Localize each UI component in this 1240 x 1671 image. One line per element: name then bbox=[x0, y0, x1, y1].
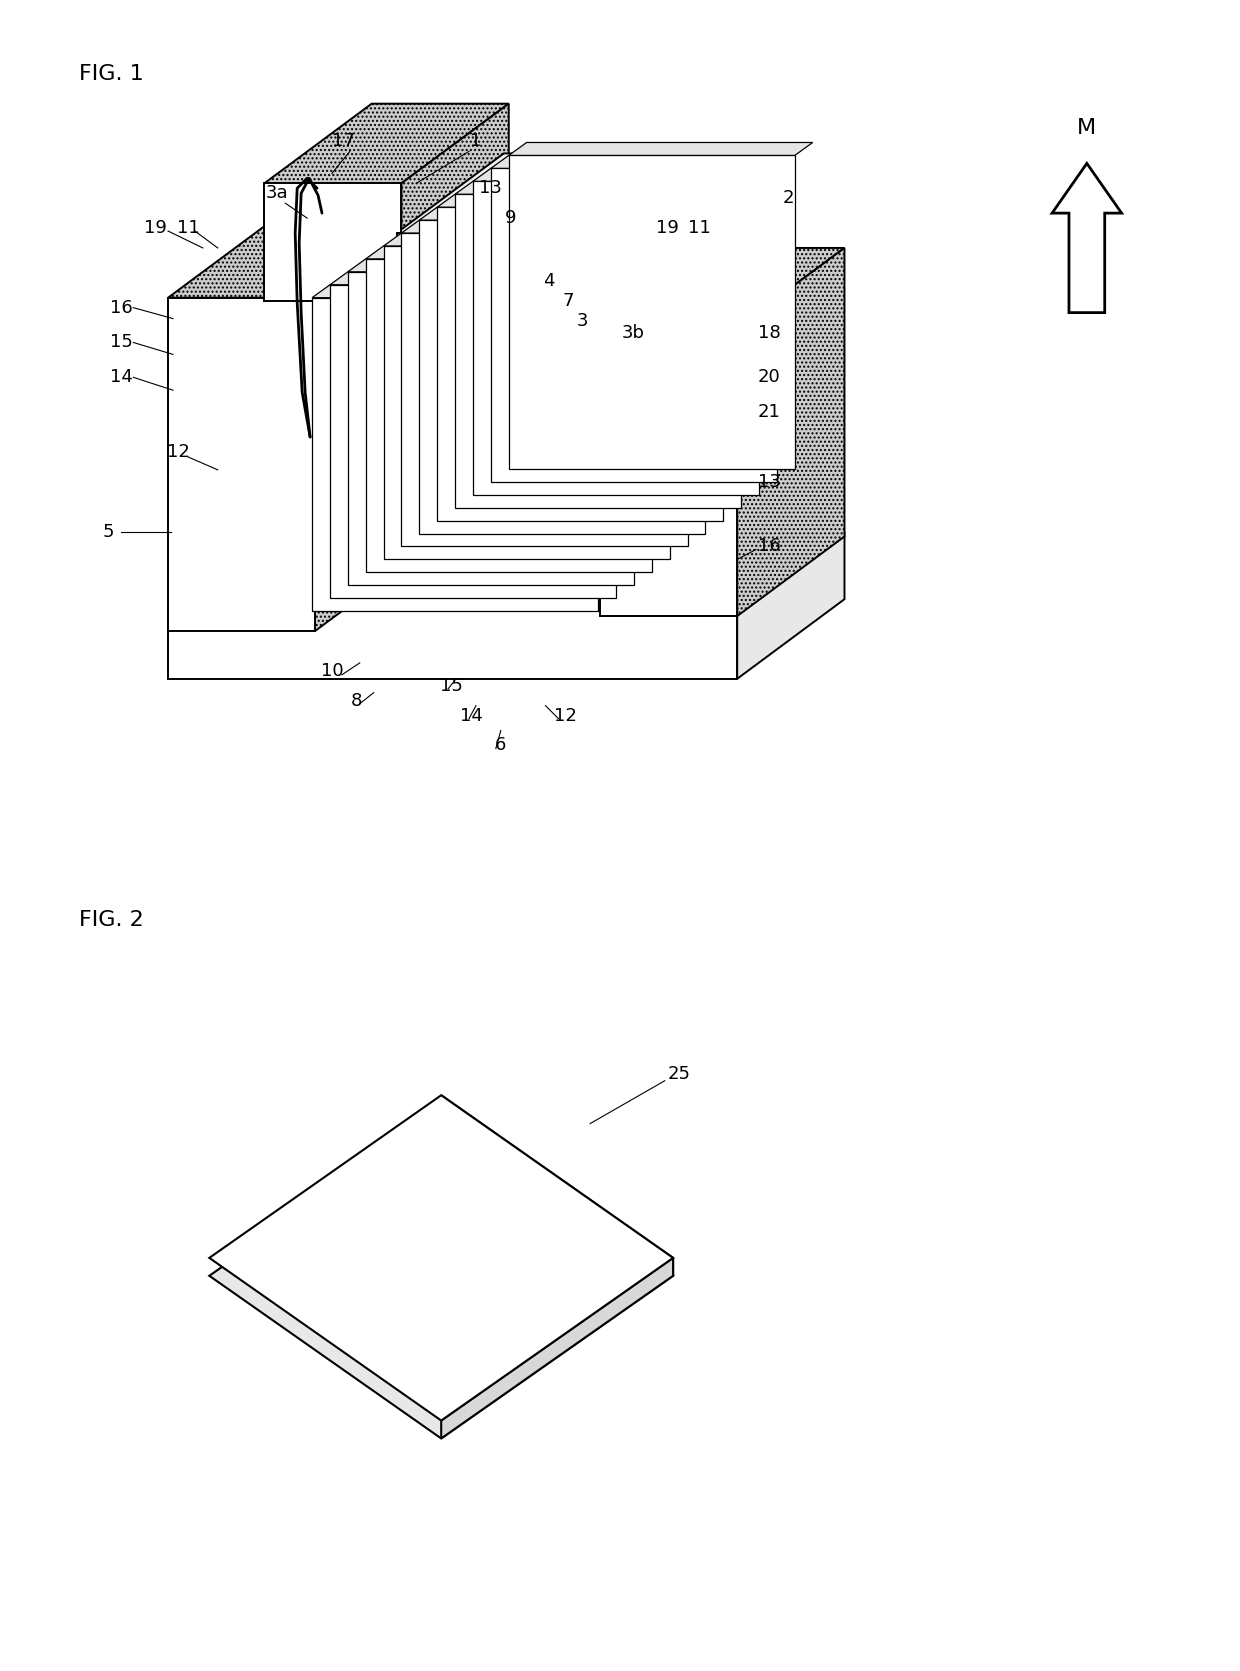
Polygon shape bbox=[738, 247, 844, 617]
Polygon shape bbox=[210, 1095, 673, 1420]
Polygon shape bbox=[366, 259, 652, 573]
Polygon shape bbox=[568, 154, 675, 301]
Text: 6: 6 bbox=[495, 737, 506, 754]
Text: 16: 16 bbox=[110, 299, 133, 316]
Polygon shape bbox=[565, 257, 635, 343]
Text: 18: 18 bbox=[758, 324, 780, 341]
Text: FIG. 2: FIG. 2 bbox=[78, 909, 144, 929]
Polygon shape bbox=[330, 272, 634, 284]
Polygon shape bbox=[438, 194, 742, 207]
Text: 12: 12 bbox=[166, 443, 190, 461]
Polygon shape bbox=[738, 531, 844, 678]
Text: 19: 19 bbox=[144, 219, 166, 237]
Polygon shape bbox=[397, 154, 675, 232]
Polygon shape bbox=[383, 246, 670, 560]
Polygon shape bbox=[600, 328, 738, 617]
Polygon shape bbox=[348, 259, 652, 272]
Text: 3: 3 bbox=[577, 311, 588, 329]
Text: 9: 9 bbox=[505, 209, 517, 227]
Polygon shape bbox=[402, 221, 706, 232]
Polygon shape bbox=[348, 272, 634, 585]
Polygon shape bbox=[315, 219, 423, 632]
Text: 5: 5 bbox=[103, 523, 114, 540]
Text: 13: 13 bbox=[758, 473, 780, 491]
Text: 19: 19 bbox=[656, 219, 680, 237]
Text: 21: 21 bbox=[758, 403, 780, 421]
Text: 11: 11 bbox=[176, 219, 200, 237]
Polygon shape bbox=[472, 180, 759, 495]
Polygon shape bbox=[169, 612, 738, 678]
Polygon shape bbox=[169, 531, 844, 612]
Polygon shape bbox=[491, 155, 795, 169]
Polygon shape bbox=[264, 184, 402, 301]
Polygon shape bbox=[472, 169, 777, 180]
Polygon shape bbox=[330, 284, 616, 598]
Polygon shape bbox=[438, 207, 723, 521]
Polygon shape bbox=[419, 207, 723, 221]
Polygon shape bbox=[600, 247, 844, 328]
Text: 25: 25 bbox=[668, 1064, 691, 1083]
Text: 11: 11 bbox=[688, 219, 711, 237]
Text: 16: 16 bbox=[758, 538, 780, 555]
Polygon shape bbox=[455, 180, 759, 194]
Text: 3b: 3b bbox=[621, 324, 645, 341]
Text: 4: 4 bbox=[543, 272, 554, 289]
Polygon shape bbox=[397, 232, 568, 301]
Polygon shape bbox=[366, 246, 670, 259]
Polygon shape bbox=[169, 297, 315, 632]
Text: 3a: 3a bbox=[267, 184, 289, 202]
Polygon shape bbox=[491, 169, 777, 481]
Polygon shape bbox=[508, 142, 812, 155]
Text: 14: 14 bbox=[110, 368, 133, 386]
Polygon shape bbox=[441, 1095, 673, 1275]
Text: 15: 15 bbox=[440, 677, 463, 695]
Text: 17: 17 bbox=[332, 132, 356, 150]
Text: 12: 12 bbox=[554, 707, 577, 725]
Polygon shape bbox=[402, 232, 687, 546]
Polygon shape bbox=[508, 155, 795, 470]
Polygon shape bbox=[312, 284, 616, 297]
Polygon shape bbox=[1052, 164, 1122, 312]
Polygon shape bbox=[455, 194, 742, 508]
Polygon shape bbox=[441, 1258, 673, 1439]
Text: 14: 14 bbox=[460, 707, 482, 725]
Polygon shape bbox=[210, 1113, 673, 1439]
Text: 7: 7 bbox=[563, 292, 574, 309]
Polygon shape bbox=[312, 297, 598, 612]
Polygon shape bbox=[635, 179, 743, 343]
Text: 2: 2 bbox=[784, 189, 795, 207]
Polygon shape bbox=[169, 219, 423, 297]
Polygon shape bbox=[565, 179, 743, 257]
Text: 13: 13 bbox=[480, 179, 502, 197]
Text: 8: 8 bbox=[351, 692, 362, 710]
Text: M: M bbox=[1078, 119, 1096, 139]
Text: 20: 20 bbox=[758, 368, 780, 386]
Text: 1: 1 bbox=[470, 132, 481, 150]
Text: 10: 10 bbox=[321, 662, 343, 680]
Text: 15: 15 bbox=[110, 334, 133, 351]
Text: FIG. 1: FIG. 1 bbox=[78, 63, 144, 84]
Polygon shape bbox=[264, 104, 508, 184]
Polygon shape bbox=[383, 232, 687, 246]
Polygon shape bbox=[402, 104, 508, 301]
Polygon shape bbox=[419, 221, 706, 533]
